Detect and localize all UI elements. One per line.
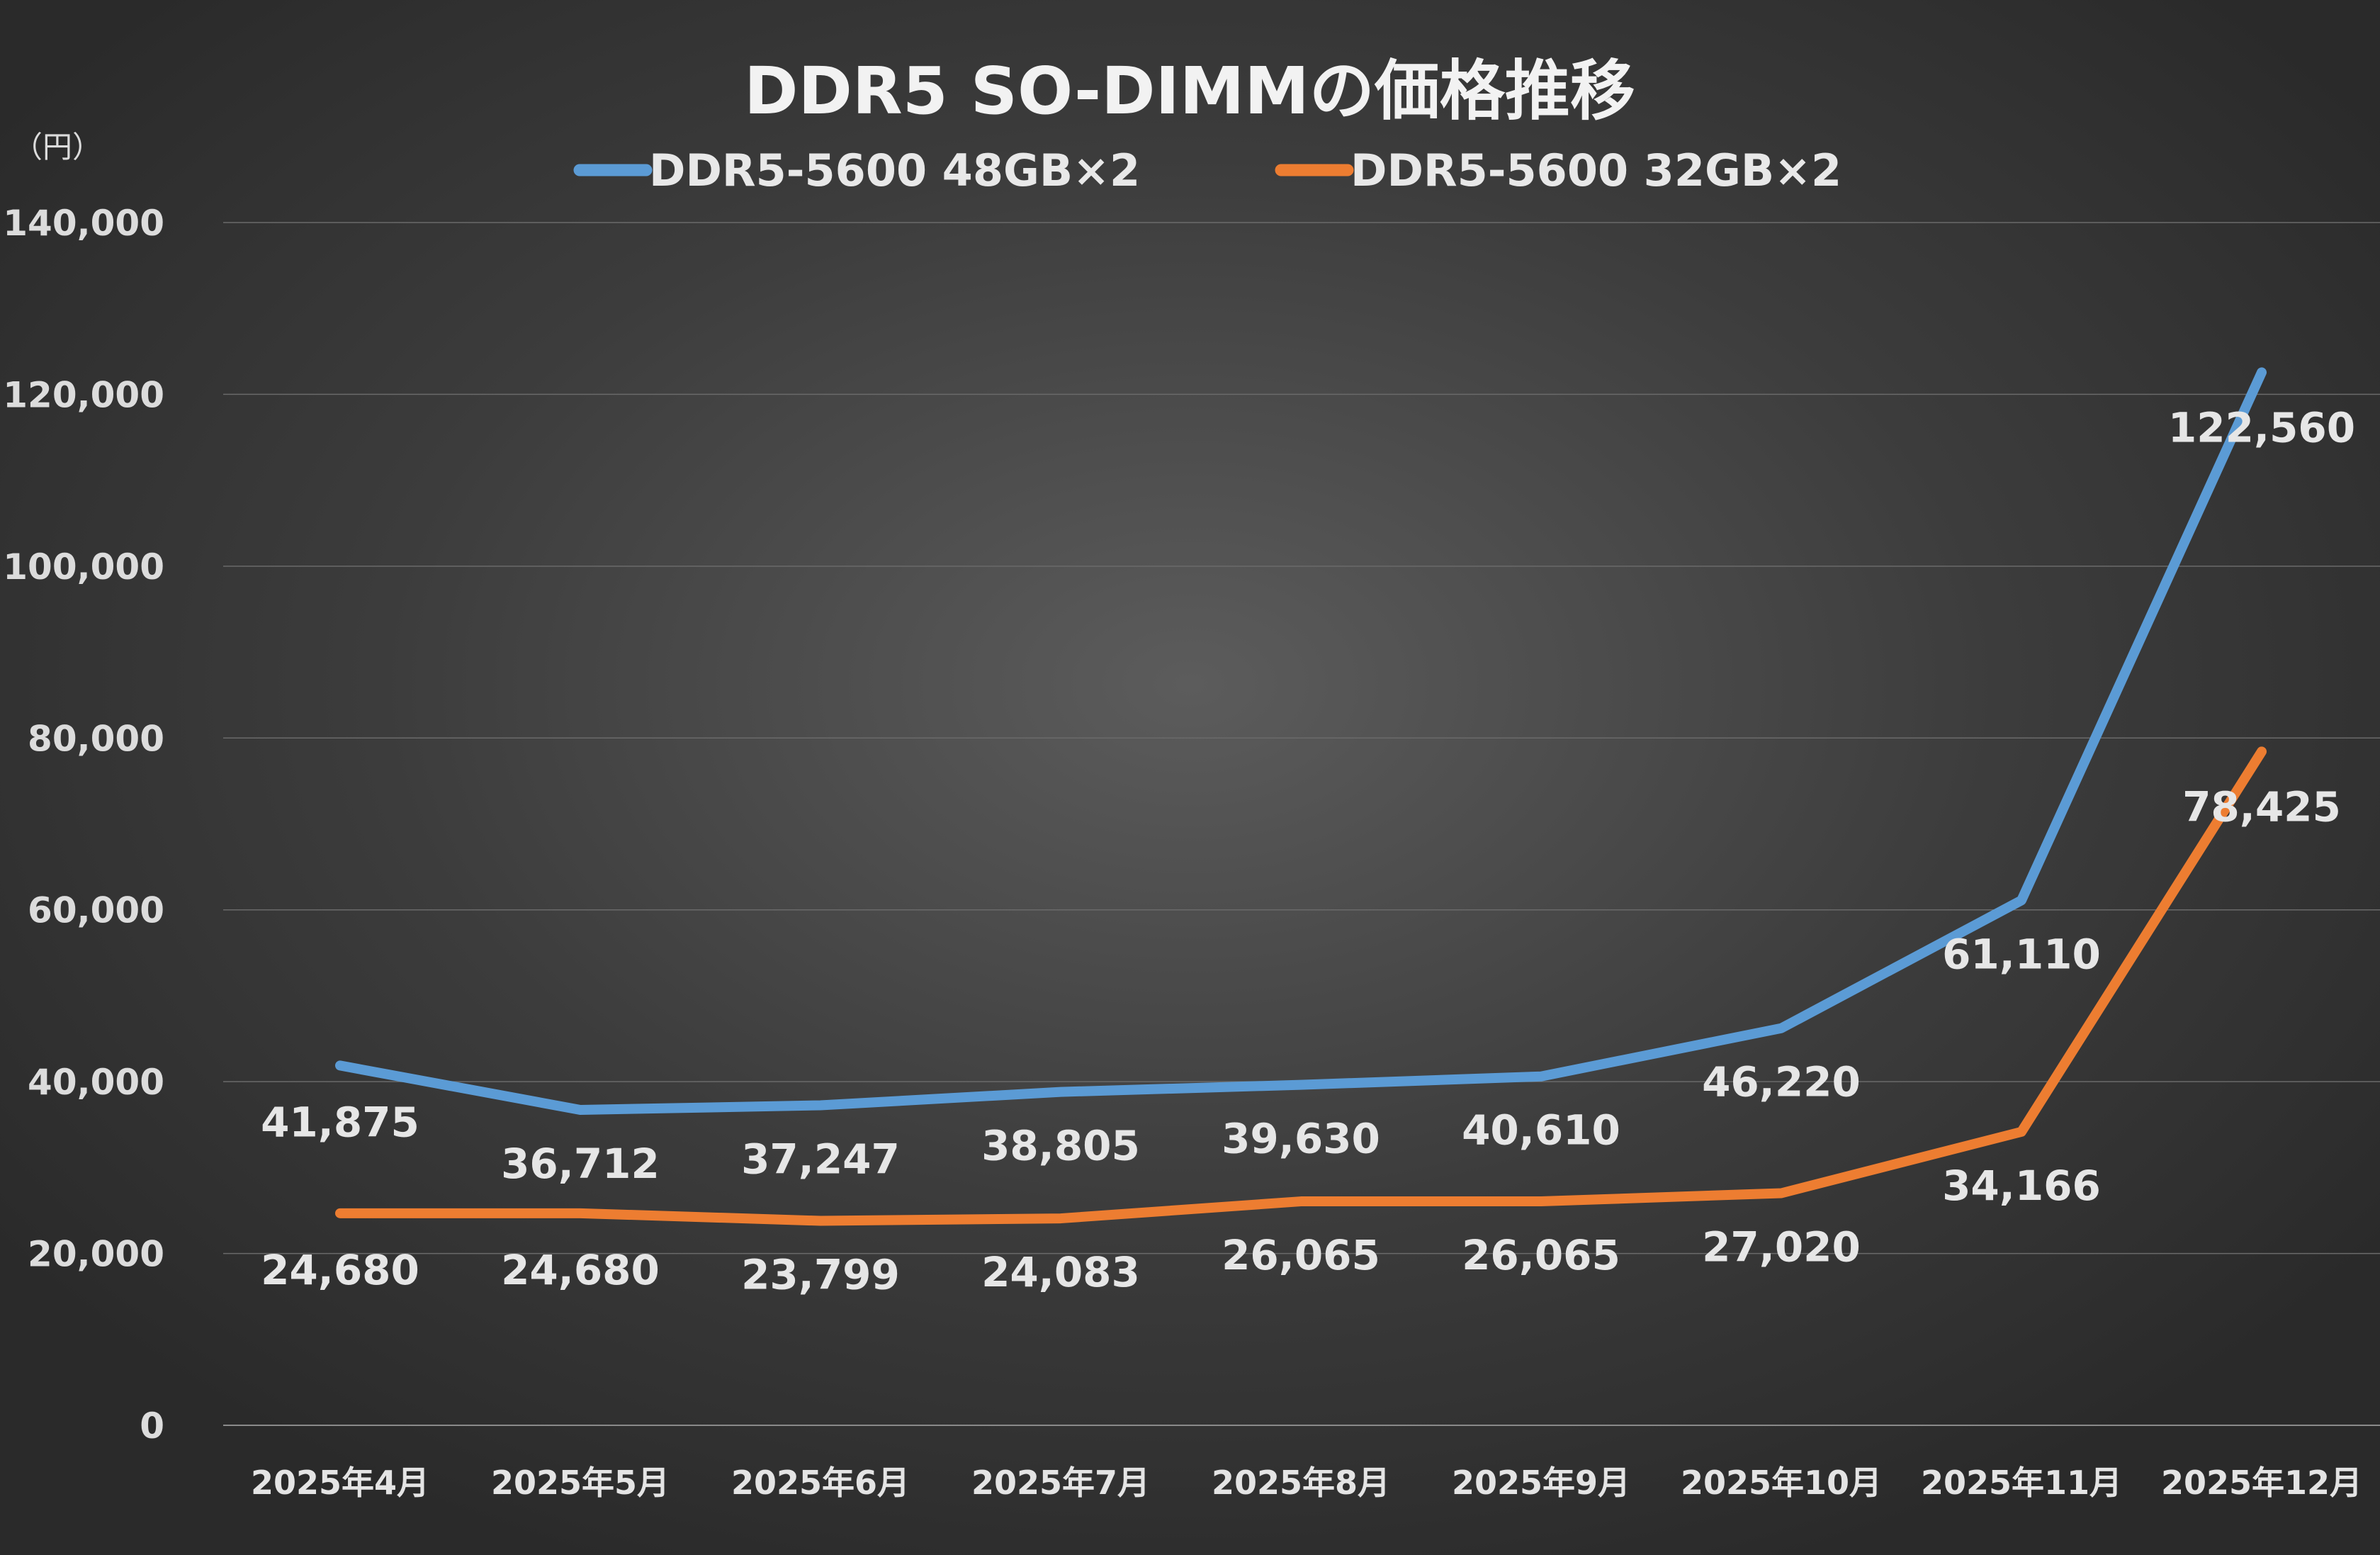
data-point-32gb: [339, 1212, 341, 1214]
data-point-48gb: [2261, 371, 2262, 374]
x-tick-label: 2025年4月: [251, 1464, 429, 1502]
data-point-32gb: [2021, 1130, 2022, 1133]
x-tick-label: 2025年12月: [2161, 1464, 2362, 1502]
x-tick-label: 2025年10月: [1681, 1464, 1882, 1502]
y-tick-label: 60,000: [28, 890, 164, 931]
data-point-32gb: [2261, 751, 2262, 753]
data-label-48gb: 39,630: [1222, 1115, 1380, 1163]
data-label-32gb: 27,020: [1702, 1223, 1861, 1271]
x-tick-label: 2025年6月: [731, 1464, 910, 1502]
x-tick-label: 2025年7月: [971, 1464, 1150, 1502]
data-point-32gb: [1540, 1201, 1542, 1203]
data-point-48gb: [339, 1065, 341, 1067]
x-axis: 2025年4月 2025年5月 2025年6月 2025年7月 2025年8月 2025年…: [251, 1464, 2362, 1502]
legend-label-48gb: DDR5-5600 48GB×2: [649, 145, 1140, 196]
y-tick-label: 80,000: [28, 718, 164, 759]
data-label-48gb: 40,610: [1462, 1106, 1620, 1155]
data-label-32gb: 78,425: [2182, 782, 2341, 831]
y-tick-label: 120,000: [3, 374, 164, 415]
data-label-48gb: 122,560: [2168, 403, 2355, 451]
data-label-48gb: 38,805: [981, 1122, 1140, 1170]
data-point-32gb: [820, 1220, 821, 1222]
data-point-32gb: [1300, 1201, 1302, 1203]
data-point-48gb: [2021, 899, 2022, 902]
data-point-32gb: [580, 1212, 581, 1214]
y-tick-label: 100,000: [3, 546, 164, 588]
data-label-32gb: 23,799: [741, 1251, 900, 1299]
y-tick-label: 0: [140, 1405, 164, 1447]
series-lines: [335, 367, 2267, 1226]
data-point-48gb: [820, 1104, 821, 1106]
data-label-32gb: 24,680: [261, 1246, 419, 1294]
x-tick-label: 2025年5月: [491, 1464, 670, 1502]
x-tick-label: 2025年9月: [1452, 1464, 1630, 1502]
data-label-48gb: 41,875: [261, 1098, 419, 1146]
y-axis-unit-label: （円）: [13, 130, 102, 164]
data-label-32gb: 24,680: [501, 1246, 660, 1294]
data-label-32gb: 34,166: [1942, 1162, 2101, 1210]
series-line-48gb: [335, 367, 2267, 1115]
data-point-48gb: [1540, 1075, 1542, 1077]
data-label-48gb: 37,247: [741, 1135, 900, 1184]
y-tick-label: 20,000: [28, 1234, 164, 1275]
y-tick-label: 40,000: [28, 1062, 164, 1103]
data-label-48gb: 46,220: [1702, 1058, 1861, 1106]
data-point-32gb: [1060, 1218, 1061, 1220]
data-labels: 41,875 36,712 37,247 38,805 39,630 40,610 46,2…: [261, 403, 2355, 1298]
x-tick-label: 2025年11月: [1921, 1464, 2122, 1502]
x-tick-label: 2025年8月: [1212, 1464, 1390, 1502]
legend-label-32gb: DDR5-5600 32GB×2: [1350, 145, 1842, 196]
chart-title: DDR5 SO-DIMMの価格推移: [744, 53, 1635, 129]
data-label-32gb: 26,065: [1462, 1231, 1620, 1279]
data-point-48gb: [1300, 1084, 1302, 1086]
data-label-48gb: 36,712: [501, 1140, 660, 1188]
legend: DDR5-5600 48GB×2 DDR5-5600 32GB×2: [573, 145, 1842, 196]
data-point-48gb: [580, 1108, 581, 1111]
data-label-48gb: 61,110: [1942, 930, 2101, 978]
data-point-48gb: [1781, 1027, 1782, 1029]
data-label-32gb: 24,083: [981, 1248, 1140, 1296]
y-axis: 0 20,000 40,000 60,000 80,000 100,000 120,000 1…: [3, 203, 164, 1447]
y-tick-label: 140,000: [3, 203, 164, 244]
data-point-48gb: [1060, 1091, 1061, 1093]
data-point-32gb: [1781, 1192, 1782, 1194]
data-label-32gb: 26,065: [1222, 1231, 1380, 1279]
